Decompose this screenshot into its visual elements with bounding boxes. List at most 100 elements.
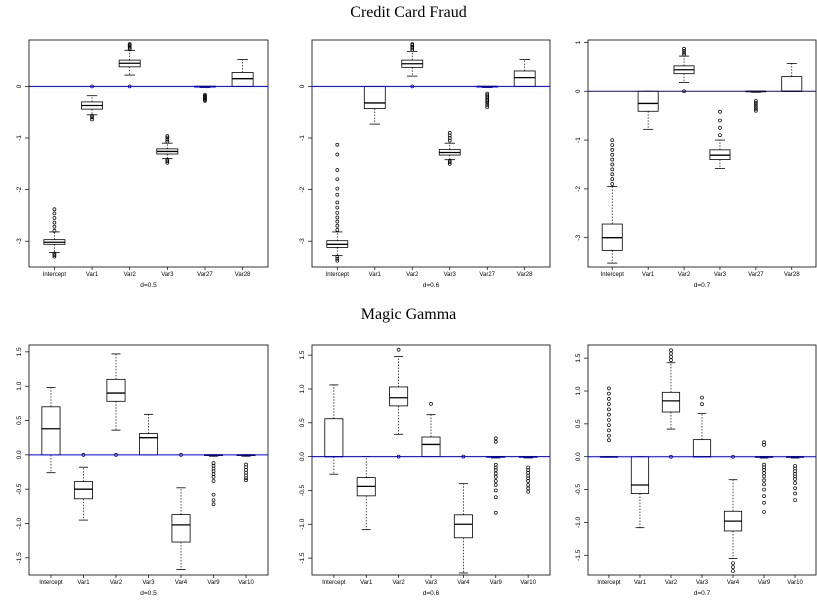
y-tick-label: -1 [16,135,23,141]
outlier-point [244,476,248,481]
outlier-point [610,157,615,162]
box-var2 [118,42,141,89]
outlier-point [52,254,57,259]
outlier-point [793,481,797,485]
outlier-point [493,510,498,515]
iqr-box [781,76,803,92]
outlier-point [485,99,490,104]
outlier-point [607,386,611,391]
box-var10 [785,456,805,502]
box-var28 [781,63,803,92]
box-var27 [476,85,499,109]
outlier-point [682,46,686,51]
outlier-point [335,142,340,147]
y-tick-label: 0.5 [575,419,582,428]
outlier-point [335,186,340,191]
outlier-point [700,395,704,400]
outlier-point [718,118,722,123]
x-tick-label-var27: Var27 [748,272,764,278]
outlier-point [793,474,797,479]
y-tick-label: -1 [575,137,582,143]
outlier-point [52,207,57,212]
outlier-point [700,402,704,406]
outlier-point [90,115,94,120]
y-tick-label: 0 [299,84,306,88]
outlier-point [607,407,611,412]
outlier-point [731,569,735,573]
y-tick-label: 1.5 [16,347,23,356]
outlier-point [669,348,673,353]
iqr-box [324,418,344,458]
outlier-point [607,391,611,396]
outlier-point [493,483,498,487]
outlier-point [335,258,340,263]
outlier-point [526,486,530,491]
x-axis-label: d=0.5 [140,590,157,597]
y-tick-label: -3 [299,238,306,244]
y-tick-label: -1.5 [16,552,23,564]
outlier-point [52,253,57,257]
iqr-box [106,378,126,402]
outlier-point [90,113,94,118]
outlier-point [493,495,498,500]
x-tick-label-var1: Var1 [77,580,90,586]
box-var2 [401,42,424,89]
outlier-point [165,137,170,142]
plot-frame [28,39,269,268]
outlier-point [762,487,766,492]
outlier-point [493,468,498,472]
x-tick-label-var27: Var27 [479,272,495,278]
outlier-point [493,436,498,441]
box-var1 [630,456,650,529]
outlier-point [410,44,415,49]
x-tick-label-var1: Var1 [634,580,647,586]
outlier-point [793,464,797,468]
outlier-point [526,489,530,494]
outlier-point [447,133,452,138]
iqr-box [453,514,473,539]
outlier-point [762,510,766,514]
box-var3 [692,395,712,458]
box-var3 [421,402,441,458]
box-var4 [723,454,743,573]
y-tick-label: -2 [575,186,582,192]
x-axis-label: d=0.6 [423,590,440,597]
iqr-box [138,433,159,456]
outlier-point [165,139,170,144]
outlier-point [211,492,216,497]
outlier-point [754,108,758,113]
outlier-point [335,168,340,172]
iqr-box [73,481,93,500]
box-var1 [363,86,386,125]
outlier-point [485,105,490,109]
outlier-point [682,48,686,53]
outlier-point [52,220,57,225]
box-intercept [43,207,66,259]
outlier-point [669,351,673,356]
outlier-point [607,418,611,422]
outlier-point [762,478,766,483]
outlier-point [762,443,766,447]
outlier-point [447,131,452,135]
outlier-point [493,479,498,483]
x-tick-label-intercept: Intercept [39,580,63,586]
y-tick-label: 1.5 [575,353,582,362]
outlier-point [682,50,686,55]
outlier-point [127,42,132,46]
panel-magic-gamma-05: -1.5 -1.0 -0.5 0.0 0.5 1.0 1.5 Intercept Var1 Var… [16,344,269,597]
outlier-point [52,224,57,229]
outlier-point [165,159,170,164]
y-tick-label: 1 [575,40,582,44]
x-tick-label-var2: Var2 [665,580,678,586]
box-intercept [601,138,623,264]
iqr-box [692,439,712,458]
x-tick-label-var1: Var1 [369,272,382,278]
x-axis-label: d=0.7 [694,282,711,289]
outlier-point [335,256,340,261]
box-intercept [599,386,619,458]
outlier-point [610,147,615,152]
box-intercept [41,387,61,474]
outlier-point [447,138,452,143]
outlier-point [203,99,207,103]
